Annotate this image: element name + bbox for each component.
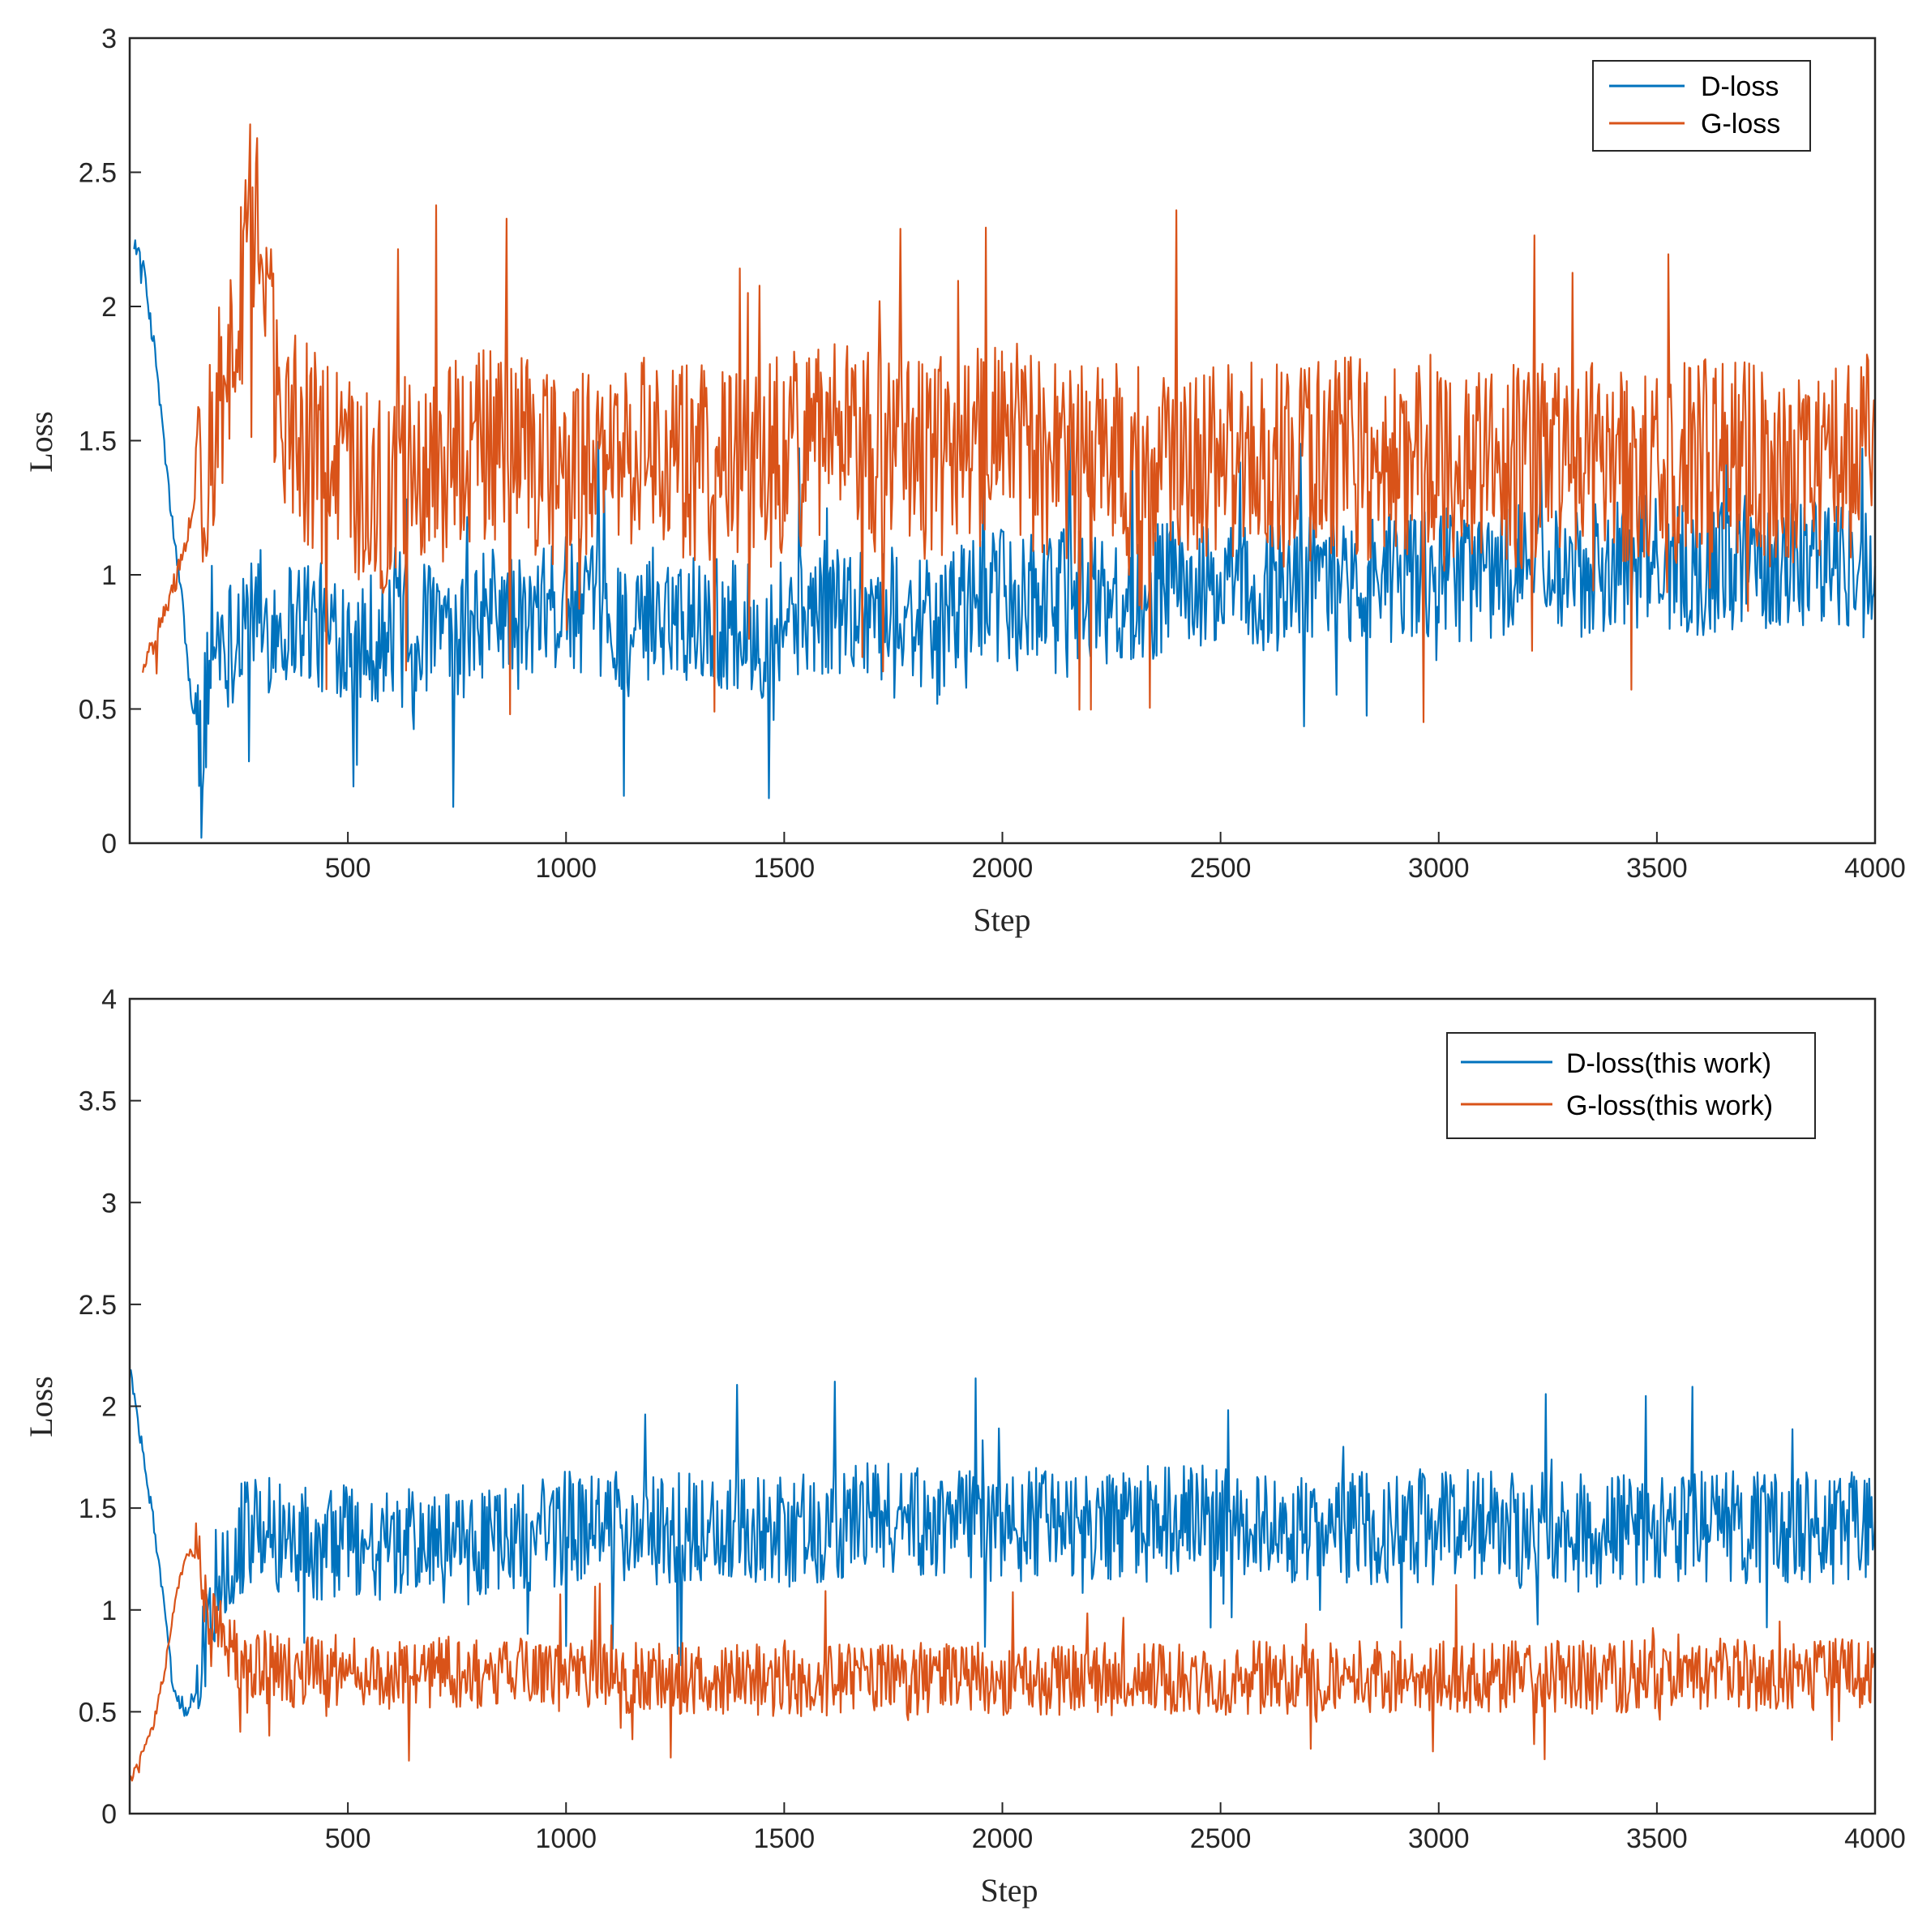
chart-top-y-tick-label: 1: [101, 560, 117, 591]
chart-top-y-tick-label: 1.5: [79, 426, 117, 457]
chart-top-y-axis-title: Loss: [23, 411, 59, 473]
chart-bottom-y-tick-label: 3: [101, 1188, 117, 1219]
chart-bottom-x-tick-label: 1000: [535, 1823, 597, 1854]
chart-bottom-y-tick-label: 2: [101, 1392, 117, 1423]
chart-top-y-tick-label: 0: [101, 829, 117, 859]
chart-bottom-y-tick-label: 2.5: [79, 1290, 117, 1321]
chart-top-y-tick-labels: 0 0.5 1 1.5 2 2.5 3: [79, 24, 117, 859]
chart-bottom-series-g-loss-this-work: [128, 1522, 1877, 1782]
chart-bottom-y-tick-label: 4: [101, 984, 117, 1015]
chart-top-x-tick-labels: 500 1000 1500 2000 2500 3000 3500 4000: [325, 853, 1906, 884]
chart-top-legend-box: [1592, 60, 1811, 152]
chart-top-legend: D-loss G-loss: [1592, 60, 1811, 152]
chart-bottom-x-axis-title: Step: [980, 1872, 1038, 1908]
chart-bottom-y-tick-label: 0.5: [79, 1697, 117, 1728]
chart-top-x-tick-label: 2000: [972, 853, 1034, 884]
chart-bottom-x-tick-label: 2500: [1190, 1823, 1252, 1854]
chart-top-y-tick-label: 0.5: [79, 695, 117, 726]
chart-top-x-tick-label: 3000: [1408, 853, 1470, 884]
chart-bottom-x-tick-labels: 500 1000 1500 2000 2500 3000 3500 4000: [325, 1823, 1906, 1854]
chart-top-x-tick-label: 1500: [754, 853, 816, 884]
chart-top: 0 0.5 1 1.5 2 2.5 3 500 1000 1500 2000 2500 3000 350…: [23, 24, 1906, 938]
chart-bottom-y-tick-labels: 0 0.5 1 1.5 2 2.5 3 3.5 4: [79, 984, 117, 1830]
chart-bottom-y-tick-label: 1.5: [79, 1493, 117, 1524]
chart-top-y-tick-label: 2.5: [79, 158, 117, 189]
chart-bottom-ticks: [130, 998, 1876, 1814]
chart-bottom-x-tick-label: 500: [325, 1823, 371, 1854]
chart-bottom-y-axis-title: Loss: [23, 1376, 59, 1437]
chart-bottom-legend-label-g-loss: G-loss(this work): [1566, 1090, 1773, 1121]
chart-bottom-x-tick-label: 1500: [754, 1823, 816, 1854]
chart-bottom-y-tick-label: 1: [101, 1596, 117, 1626]
chart-bottom-series-layer: [128, 1369, 1877, 1782]
chart-bottom-x-tick-label: 3000: [1408, 1823, 1470, 1854]
chart-bottom-series-d-loss-this-work: [129, 1369, 1877, 1717]
chart-bottom-y-tick-label: 0: [101, 1799, 117, 1830]
chart-top-series-g-loss: [142, 123, 1877, 723]
chart-top-x-tick-label: 1000: [535, 853, 597, 884]
chart-bottom-legend: D-loss(this work) G-loss(this work): [1446, 1032, 1816, 1139]
chart-top-x-tick-label: 500: [325, 853, 371, 884]
chart-bottom-x-tick-label: 2000: [972, 1823, 1034, 1854]
chart-top-x-axis-title: Step: [973, 902, 1030, 938]
chart-top-x-tick-label: 3500: [1626, 853, 1688, 884]
chart-bottom-legend-label-d-loss: D-loss(this work): [1566, 1048, 1771, 1079]
chart-top-x-tick-label: 4000: [1844, 853, 1906, 884]
chart-bottom: 0 0.5 1 1.5 2 2.5 3 3.5 4 500 1000 1500 2000 2500 300…: [23, 984, 1906, 1908]
chart-bottom-x-tick-label: 3500: [1626, 1823, 1688, 1854]
chart-bottom-y-tick-label: 3.5: [79, 1086, 117, 1117]
chart-bottom-legend-box: [1446, 1032, 1816, 1139]
chart-top-ticks: [130, 37, 1876, 844]
chart-top-y-tick-label: 3: [101, 24, 117, 54]
chart-top-legend-label-d-loss: D-loss: [1701, 71, 1779, 102]
chart-top-series-layer: [133, 123, 1877, 839]
chart-top-y-tick-label: 2: [101, 292, 117, 323]
chart-top-series-d-loss: [133, 239, 1877, 839]
chart-top-x-tick-label: 2500: [1190, 853, 1252, 884]
chart-bottom-x-tick-label: 4000: [1844, 1823, 1906, 1854]
chart-top-legend-label-g-loss: G-loss: [1701, 109, 1780, 139]
